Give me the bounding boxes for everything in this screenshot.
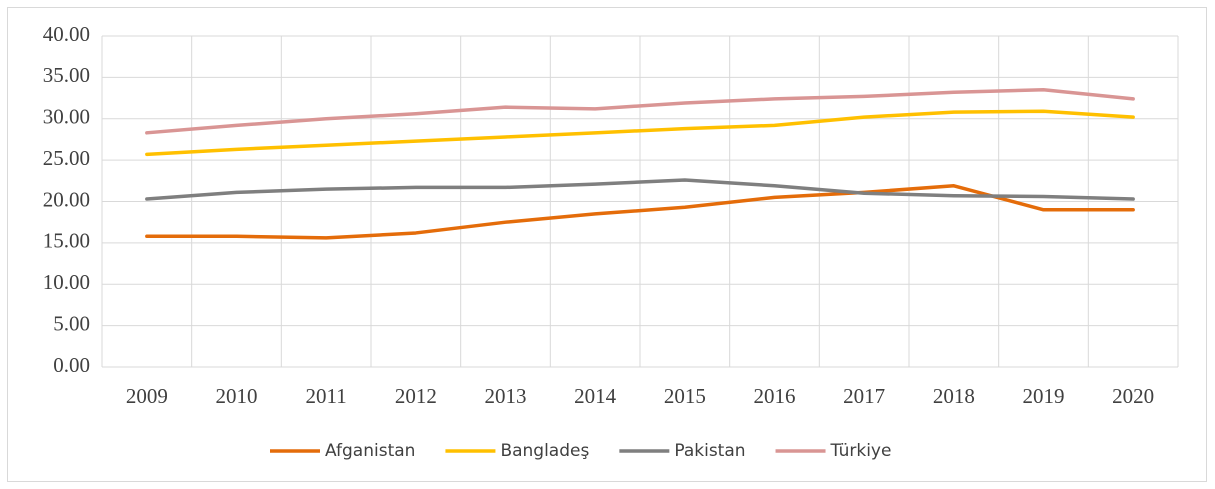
legend-label: Pakistan	[674, 441, 745, 461]
x-tick-label: 2012	[395, 384, 437, 408]
y-tick-label: 20.00	[43, 187, 90, 211]
x-tick-label: 2013	[485, 384, 527, 408]
x-tick-label: 2016	[754, 384, 796, 408]
y-tick-label: 35.00	[43, 63, 90, 87]
x-tick-label: 2015	[664, 384, 706, 408]
x-tick-label: 2009	[126, 384, 168, 408]
y-tick-label: 25.00	[43, 146, 90, 170]
x-tick-label: 2017	[843, 384, 885, 408]
x-tick-label: 2010	[216, 384, 258, 408]
y-tick-label: 0.00	[53, 353, 90, 377]
chart-border	[7, 7, 1207, 482]
y-tick-label: 30.00	[43, 105, 90, 129]
series-line	[145, 178, 1135, 201]
x-tick-label: 2011	[306, 384, 347, 408]
x-tick-label: 2018	[933, 384, 975, 408]
x-tick-label: 2020	[1112, 384, 1154, 408]
x-tick-label: 2014	[574, 384, 617, 408]
series-line	[145, 109, 1135, 157]
series-line	[145, 88, 1135, 135]
y-tick-label: 5.00	[53, 311, 90, 335]
legend-label: Türkiye	[830, 441, 892, 461]
x-tick-label: 2019	[1023, 384, 1065, 408]
legend-label: Afganistan	[325, 441, 415, 461]
y-tick-label: 10.00	[43, 270, 90, 294]
y-tick-label: 15.00	[43, 229, 90, 253]
legend-label: Bangladeş	[500, 441, 589, 461]
y-tick-label: 40.00	[43, 22, 90, 46]
series-line	[145, 184, 1135, 240]
